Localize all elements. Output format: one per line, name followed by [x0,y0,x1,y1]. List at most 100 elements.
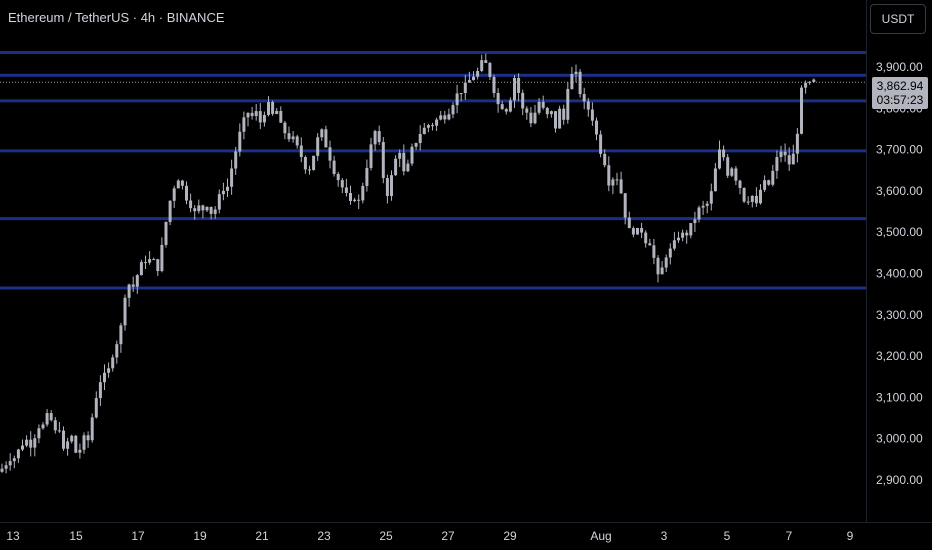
candle-body [299,145,303,158]
candle [529,107,533,128]
x-tick-label: 7 [786,529,793,543]
candle-body [537,101,541,113]
time-axis[interactable]: 13 15 17 19 21 23 25 27 29 Aug 3 5 7 9 [6,529,853,543]
candle-body [238,131,242,152]
candle-body [74,435,78,453]
candle-body [545,107,549,115]
y-tick-label: 3,900.00 [876,60,923,74]
candle [94,391,98,419]
candle [726,153,730,179]
candle-body [742,187,746,202]
candle [554,111,557,133]
candle [258,103,262,129]
y-tick-label: 2,900.00 [876,473,923,487]
candle [582,87,586,110]
candlestick-series [0,53,816,474]
price-axis-separator [866,0,867,522]
candle-body [619,179,623,194]
candle-body [250,112,254,117]
candle-body [197,205,201,212]
candle [623,193,627,225]
candle-body [701,205,705,208]
candle [611,177,615,195]
candle-body [344,187,348,193]
candle-body [172,188,176,201]
candle [750,195,754,208]
candle [336,171,340,187]
candle-body [480,60,484,71]
candle-body [496,93,500,105]
price-axis[interactable]: 2,900.00 3,000.00 3,100.00 3,200.00 3,300.00… [876,60,923,487]
candle-body [422,127,426,135]
candle [21,439,24,451]
candle [115,340,119,364]
candle-body [533,112,537,124]
candle [373,129,377,151]
candle-body [730,168,734,176]
candle [238,123,242,157]
candle [488,61,492,80]
candle-body [332,160,336,174]
candle-body [180,180,184,186]
candle [180,179,184,190]
candle-body [787,155,791,165]
candle-body [29,439,33,448]
candle [804,80,808,94]
candle-body [115,344,119,358]
candle [16,448,20,463]
candle [521,89,525,116]
candle-body [402,152,406,172]
candle-body [726,157,730,176]
candle [131,276,135,292]
candle-body [800,87,803,134]
candle [176,179,180,189]
candle-body [86,435,90,441]
candle [775,150,779,179]
candle-body [205,206,209,211]
candle [86,431,90,448]
candle-body [287,133,291,140]
candle [476,67,480,80]
candle [562,104,566,125]
candle-body [541,101,545,108]
candle-body [586,101,590,110]
candle-body [697,207,701,220]
candle [70,434,74,444]
candle-body [37,428,41,439]
candle [320,128,324,141]
currency-button[interactable]: USDT [870,4,926,34]
candle-body [513,77,516,101]
candle-body [500,104,504,110]
candle-body [12,458,16,462]
candle-body [226,186,229,191]
candle [681,229,685,242]
candle-body [578,71,582,95]
bar-countdown: 03:57:23 [876,93,924,107]
x-tick-label: 29 [503,529,517,543]
candle [578,69,582,98]
candle-body [681,232,685,238]
candle [385,174,389,204]
candle-body [295,136,299,146]
candle [156,258,160,276]
x-tick-label: 19 [193,529,207,543]
candle [340,177,344,194]
candle [718,140,721,170]
candle [111,354,115,372]
candle [394,155,398,176]
candle [697,205,701,223]
candle [754,187,758,207]
candle-body [82,435,86,450]
candle-body [176,180,180,189]
x-tick-label: 15 [69,529,83,543]
candle [8,453,12,471]
x-tick-label: 17 [131,529,145,543]
y-tick-label: 3,500.00 [876,225,923,239]
candle [779,145,783,163]
candle-body [746,201,750,203]
candle [226,178,229,197]
candle-body [627,217,631,229]
candle [369,137,373,171]
candle-body [365,167,369,186]
